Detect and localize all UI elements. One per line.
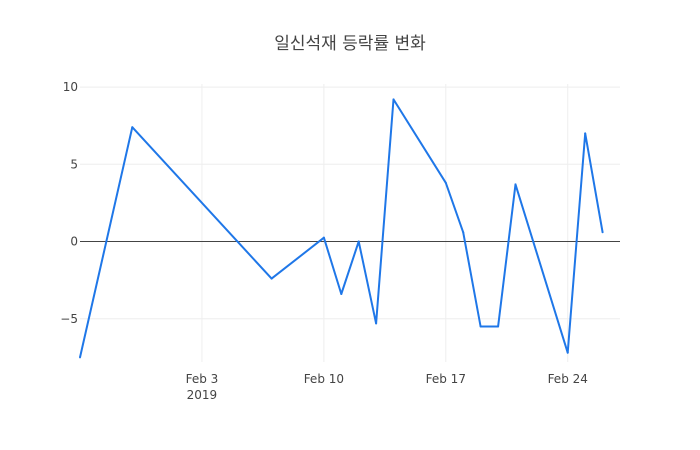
x-tick-label: Feb 17 <box>426 372 466 386</box>
data-point <box>601 231 604 234</box>
series-line <box>79 98 604 358</box>
data-point <box>444 181 447 184</box>
data-point <box>514 183 517 186</box>
x-tick-year-label: 2019 <box>187 388 218 402</box>
data-point <box>566 351 569 354</box>
data-point <box>322 236 325 239</box>
chart-title: 일신석재 등락률 변화 <box>274 34 426 54</box>
data-point <box>479 325 482 328</box>
data-point <box>584 132 587 135</box>
grid-lines <box>80 84 620 362</box>
y-tick-label: 5 <box>70 157 78 171</box>
data-point <box>497 325 500 328</box>
data-point <box>462 231 465 234</box>
x-tick-label: Feb 3 <box>186 372 219 386</box>
data-point <box>375 322 378 325</box>
y-tick-label: 0 <box>70 235 78 249</box>
data-point <box>79 356 81 359</box>
data-point <box>357 240 360 243</box>
data-point <box>270 277 273 280</box>
data-point <box>392 98 395 101</box>
series-group <box>79 98 604 359</box>
x-tick-label: Feb 24 <box>548 372 588 386</box>
y-tick-label: 10 <box>63 80 78 94</box>
data-point <box>340 293 343 296</box>
data-point <box>131 126 134 129</box>
y-axis-ticks: 10 5 0 −5 <box>60 80 78 326</box>
x-axis-ticks: Feb 3 2019 Feb 10 Feb 17 Feb 24 <box>186 372 588 402</box>
x-tick-label: Feb 10 <box>304 372 344 386</box>
y-tick-label: −5 <box>60 312 78 326</box>
